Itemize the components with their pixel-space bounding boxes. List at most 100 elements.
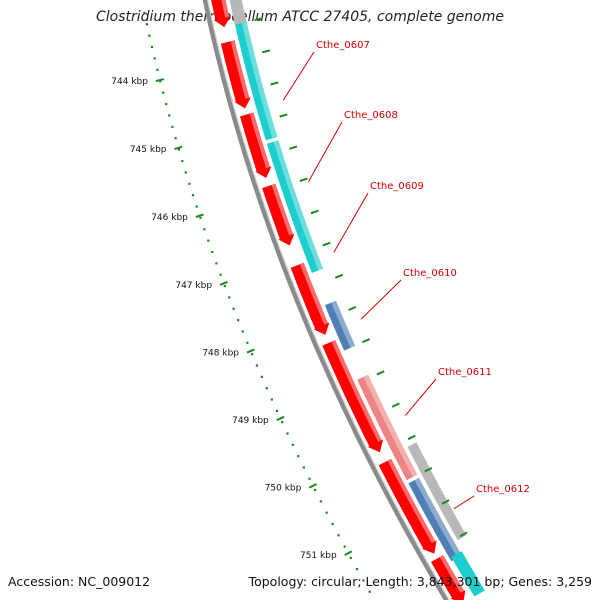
scale-dot [343,545,346,548]
cds-arrow [290,262,330,335]
genome-stats: Topology: circular; Length: 3,843,301 bp… [248,574,592,589]
scale-dot [171,125,174,128]
cds-arrow-shade [230,40,250,99]
gene-leader-line [360,279,402,320]
outer-tick [376,370,385,376]
scale-dot [265,387,268,390]
cds-arrow [378,458,437,554]
scale-dot [362,579,365,582]
cds-arrow-shade [331,340,382,442]
outer-tick [361,338,371,344]
scale-dot [177,148,181,151]
cds-arrow [240,112,272,178]
scale-dot [191,194,195,197]
scale-dot [275,409,279,412]
scale-dot [325,511,328,514]
scale-dot [302,466,305,469]
scale-dot [308,477,311,480]
scale-dot [246,341,249,344]
scale-dot [145,23,148,26]
scale-dot [215,262,218,265]
outer-tick [322,241,331,247]
outer-tick [459,531,468,538]
length-value: 3,843,301 bp [416,574,501,589]
outer-tick [289,145,298,150]
scale-dot [286,432,289,435]
scale-dot [199,216,202,219]
scale-dot [251,353,254,356]
scale-dot [331,522,334,526]
scale-dot [211,250,214,254]
outer-tick [299,177,308,182]
gene-leader-line [308,121,343,182]
grey-gene-bar [229,0,247,25]
scale-tick-label: 750 kbp [265,484,302,494]
scale-dot [337,534,340,537]
topology-label: Topology: [248,574,308,589]
scale-dot [281,421,284,424]
genes-label: Genes: [508,574,553,589]
scale-dot [168,114,171,117]
genome-backbone [202,0,449,600]
scale-dot [232,307,235,310]
outer-tick [424,466,433,473]
scale-dot [297,455,300,458]
scale-dot [162,91,165,94]
outer-tick [270,81,279,86]
gene-bar-shade [305,233,324,271]
scale-tick [276,415,285,422]
gene-bar [324,300,356,351]
gene-leader-line [453,495,475,510]
scale-dot [148,34,151,37]
accession-info: Accession: NC_009012 [8,574,150,589]
scale-dot [255,364,259,367]
outer-tick [279,113,288,118]
scale-tick-label: 745 kbp [130,145,167,155]
scale-tick-label: 746 kbp [151,213,188,223]
gene-label: Cthe_0608 [344,110,398,121]
scale-dot [241,330,244,333]
outer-tick [407,434,416,441]
scale-dot [223,284,226,288]
scale-dot [203,228,206,231]
scale-tick [195,213,204,218]
scale-dot [260,375,263,378]
gene-bar-shade [241,21,278,139]
outer-tick [348,305,357,311]
gene-bar [234,21,278,141]
scale-tick [344,550,353,556]
cds-arrow [322,340,384,453]
scale-dot [150,45,154,49]
topology-value: circular [311,574,358,589]
scale-tick-label: 751 kbp [300,551,337,561]
genome-backbone-highlight [206,0,450,600]
scale-dot [165,102,168,106]
genome-title: Clostridium thermocellum ATCC 27405, com… [96,9,504,25]
scale-dot [143,11,146,14]
cds-arrow [262,183,295,246]
gene-bar [266,140,310,238]
gene-bar [408,477,462,562]
length-label: Length: [365,574,413,589]
cds-arrow-shade [439,555,464,593]
scale-dot [188,182,191,185]
grey-gene-bar [407,442,467,541]
gene-bar-partial [451,551,485,597]
gene-bar [357,374,418,481]
outer-tick [391,402,400,408]
scale-dot [237,319,240,322]
outer-tick [334,273,344,279]
accession-value: NC_009012 [78,574,151,589]
cds-arrow-shade [271,183,293,236]
scale-dot [195,205,198,208]
gene-bar-shade [363,374,418,477]
scale-dot [181,159,184,163]
scale-dot [291,443,294,446]
scale-tick-label: 749 kbp [232,416,269,426]
scale-dot [319,500,322,503]
scale-tick-label: 747 kbp [175,281,212,291]
scale-dot [184,171,187,174]
accession-label: Accession: [8,574,75,589]
scale-dot [207,239,210,242]
cds-arrow [431,555,466,600]
